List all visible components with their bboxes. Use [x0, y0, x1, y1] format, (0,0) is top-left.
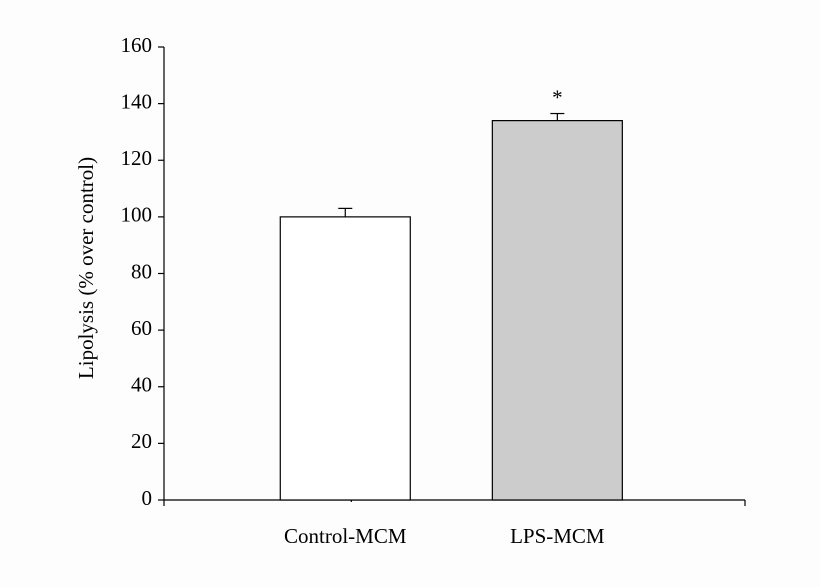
y-tick-label: 140	[121, 89, 153, 113]
x-tick-label: Control-MCM	[284, 524, 407, 548]
y-tick-label: 0	[142, 486, 153, 510]
x-tick-label: LPS-MCM	[510, 524, 605, 548]
bar	[491, 120, 623, 501]
significance-marker: *	[552, 85, 563, 109]
bar	[279, 216, 411, 501]
y-tick-label: 80	[131, 259, 152, 283]
y-tick-label: 160	[121, 33, 153, 57]
y-tick-label: 40	[131, 373, 152, 397]
y-tick-label: 100	[121, 203, 153, 227]
y-tick-label: 120	[121, 146, 153, 170]
y-tick-label: 60	[131, 316, 152, 340]
y-axis-label: Lipolysis (% over control)	[74, 157, 98, 379]
y-tick-label: 20	[131, 429, 152, 453]
